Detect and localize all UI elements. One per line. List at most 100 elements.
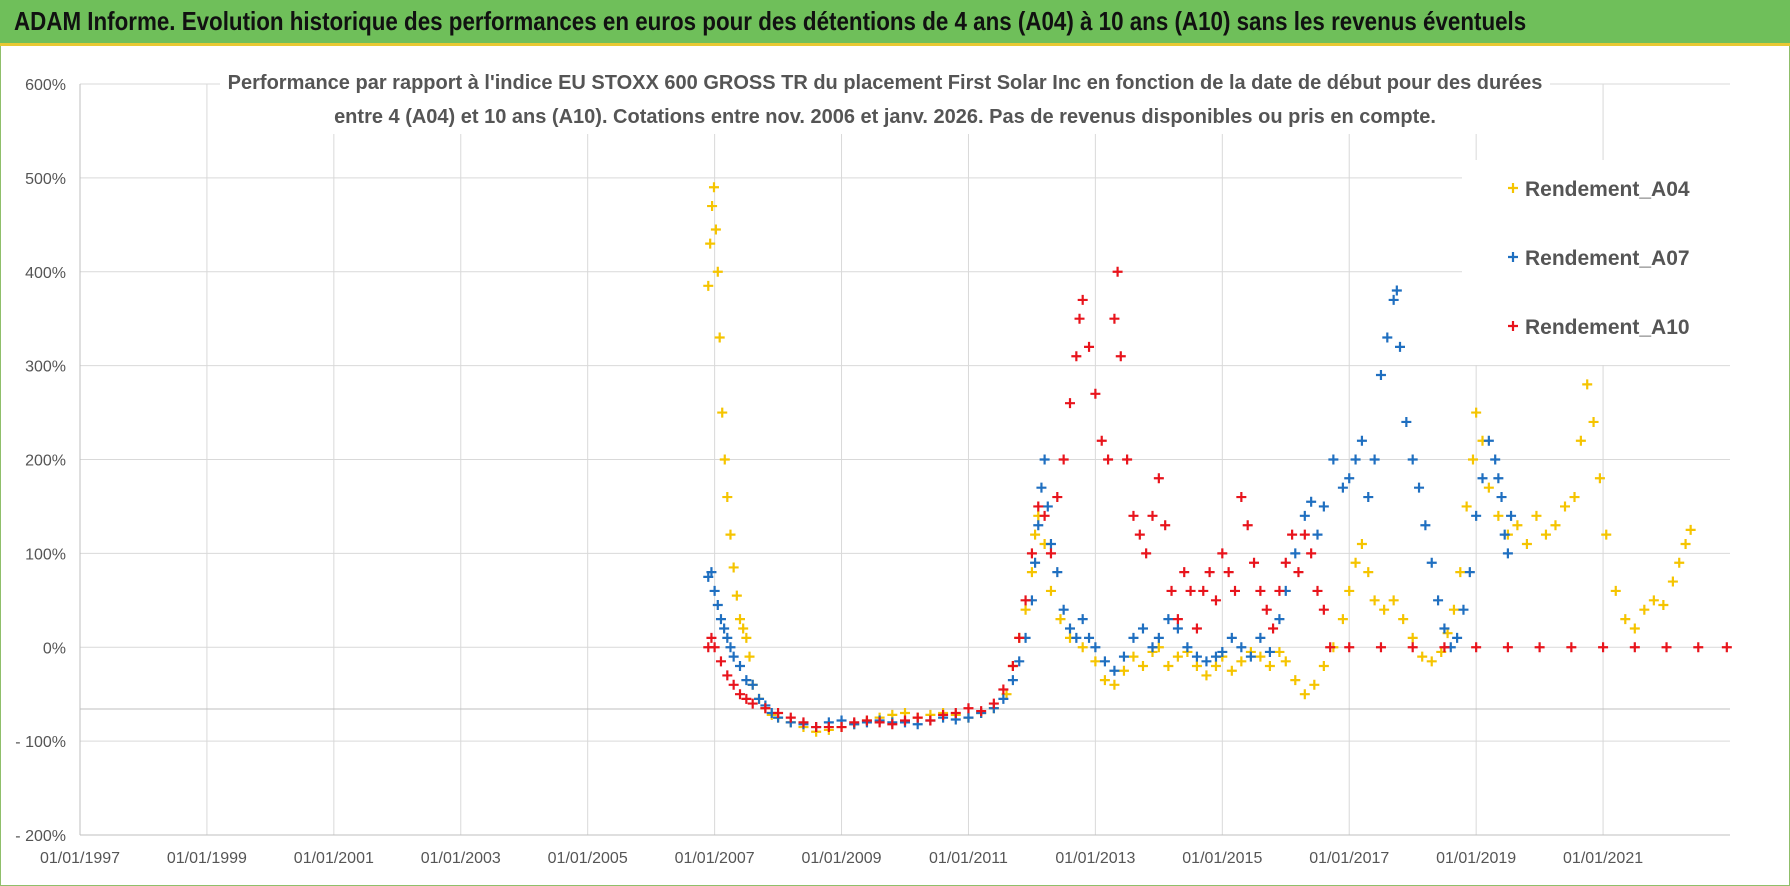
data-point: [1090, 642, 1101, 653]
data-point: [1128, 510, 1139, 521]
data-point: [1141, 548, 1152, 559]
data-point: [1566, 642, 1577, 653]
data-point: [1255, 632, 1266, 643]
data-point: [722, 632, 733, 643]
y-tick-label: 100%: [25, 546, 66, 563]
data-point: [1039, 510, 1050, 521]
data-point: [1109, 313, 1120, 324]
data-point: [1099, 656, 1110, 667]
data-point: [1217, 548, 1228, 559]
chart-title-line-1: Performance par rapport à l'indice EU ST…: [228, 72, 1543, 94]
data-point: [1065, 623, 1075, 634]
data-point: [1261, 604, 1272, 615]
data-point: [811, 722, 822, 733]
data-point: [1439, 623, 1450, 634]
data-point: [725, 642, 736, 653]
data-point: [1287, 529, 1298, 540]
data-point: [1255, 651, 1266, 662]
data-point: [1065, 398, 1075, 409]
data-point: [998, 693, 1009, 704]
data-point: [1382, 332, 1393, 343]
data-point: [1582, 379, 1593, 390]
data-point: [1026, 567, 1037, 578]
data-point: [1685, 524, 1696, 535]
data-point: [1160, 520, 1171, 531]
data-point: [1077, 642, 1088, 653]
data-point: [1201, 670, 1212, 681]
x-tick-label: 01/01/2005: [548, 850, 628, 867]
data-point: [1007, 661, 1018, 672]
legend-marker: [1508, 321, 1518, 331]
x-tick-label: 01/01/2003: [421, 850, 501, 867]
data-point: [1540, 529, 1551, 540]
y-tick-label: 600%: [25, 77, 66, 94]
chart-title-background: [220, 62, 1550, 134]
data-point: [1309, 679, 1320, 690]
data-point: [1560, 501, 1570, 512]
data-point: [1648, 595, 1659, 606]
x-tick-label: 01/01/2011: [929, 850, 1008, 867]
y-axis: 600% 500% 400% 300% 200% 100% 0% - 100% - 200%: [15, 77, 66, 845]
data-point: [1550, 520, 1561, 531]
data-point: [1502, 642, 1513, 653]
data-point: [1210, 651, 1221, 662]
data-point: [1356, 538, 1367, 549]
data-point: [963, 703, 974, 714]
data-point: [1223, 567, 1234, 578]
header-banner: ADAM Informe. Evolution historique des p…: [0, 0, 1790, 46]
data-point: [1658, 600, 1669, 611]
data-point: [1198, 585, 1209, 596]
data-point: [1426, 557, 1437, 568]
data-point: [1594, 473, 1605, 484]
data-point: [1074, 313, 1085, 324]
data-point: [1052, 567, 1063, 578]
x-tick-label: 01/01/2019: [1436, 850, 1516, 867]
data-point: [1496, 492, 1507, 503]
data-point: [1137, 661, 1148, 672]
data-point: [1290, 548, 1301, 559]
data-point: [1115, 351, 1126, 362]
data-point: [1249, 557, 1260, 568]
data-point: [1490, 454, 1501, 465]
data-point: [1264, 646, 1275, 657]
x-tick-label: 01/01/1999: [167, 850, 247, 867]
data-point: [1407, 642, 1418, 653]
x-tick-label: 01/01/2001: [294, 850, 374, 867]
data-point: [1172, 623, 1183, 634]
data-point: [938, 709, 949, 720]
series-Rendement_A10: [703, 266, 1732, 733]
data-point: [976, 706, 987, 717]
data-point: [706, 632, 717, 643]
data-point: [715, 656, 726, 667]
data-point: [760, 703, 771, 714]
data-point: [1369, 454, 1380, 465]
data-point: [963, 712, 974, 723]
data-point: [1598, 642, 1609, 653]
data-point: [1033, 501, 1044, 512]
data-point: [1020, 604, 1031, 615]
data-point: [1306, 496, 1317, 507]
data-point: [1071, 632, 1082, 643]
data-point: [1569, 492, 1580, 503]
x-tick-label: 01/01/2021: [1563, 850, 1643, 867]
data-point: [1099, 675, 1110, 686]
data-point: [1461, 501, 1472, 512]
legend-label: Rendement_A07: [1525, 247, 1690, 270]
data-point: [1407, 454, 1418, 465]
data-point: [1264, 661, 1275, 672]
data-point: [1134, 529, 1145, 540]
data-point: [1601, 529, 1612, 540]
data-point: [1471, 510, 1482, 521]
data-point: [861, 715, 872, 726]
data-point: [747, 679, 758, 690]
data-point: [1356, 435, 1367, 446]
legend: Rendement_A04 Rendement_A07 Rendement_A10: [1462, 160, 1730, 365]
data-point: [1007, 675, 1018, 686]
data-point: [1337, 614, 1348, 625]
data-point: [1439, 642, 1450, 653]
data-point: [1014, 632, 1025, 643]
data-point: [1420, 520, 1431, 531]
data-point: [715, 614, 726, 625]
data-point: [1388, 595, 1399, 606]
data-point: [1667, 576, 1678, 587]
